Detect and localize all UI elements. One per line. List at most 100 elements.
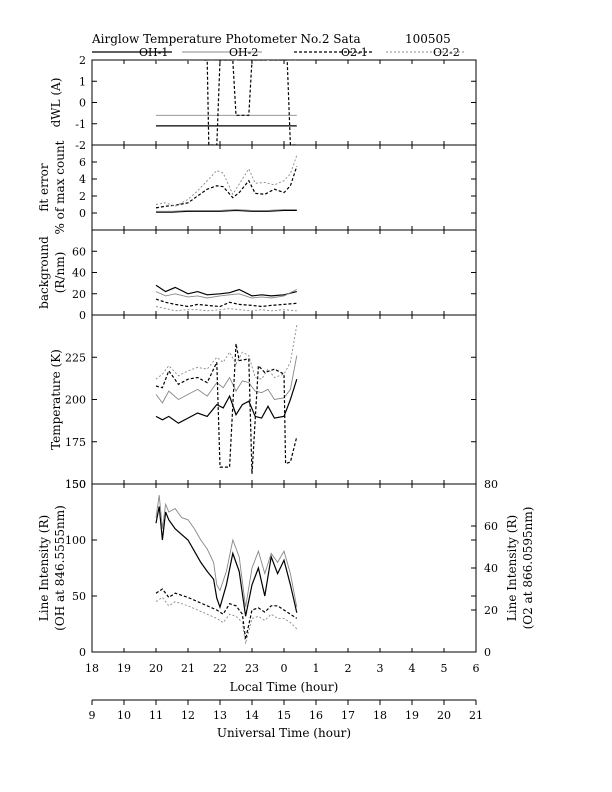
legend: OH-1 OH-2 O2-1 O2-2 — [92, 46, 466, 59]
series-line_intensity-o2-2 — [155, 596, 298, 644]
panel-frame — [91, 483, 477, 653]
ut-tick-label: 11 — [149, 709, 163, 722]
series-background-o2-2 — [155, 306, 297, 312]
local-time-tick: 3 — [377, 662, 384, 675]
y-tick-label: 0 — [79, 97, 86, 110]
y-right-axis-label-2: (O2 at 866.0595nm) — [521, 507, 535, 630]
y-axis-label-2: (OH at 846.5555nm) — [53, 505, 67, 631]
local-time-tick: 1 — [313, 662, 320, 675]
legend-label-oh-2: OH-2 — [229, 46, 258, 59]
local-time-tick: 23 — [245, 662, 259, 675]
y-axis-label: dWL (A) — [49, 78, 63, 128]
y-tick-label: 60 — [72, 245, 86, 258]
y-axis-label: background — [37, 236, 51, 309]
ut-tick-label: 15 — [277, 709, 291, 722]
series-fit_error-o2-1 — [155, 166, 298, 209]
series-fit_error-oh-1 — [156, 209, 297, 213]
ut-tick-label: 10 — [117, 709, 131, 722]
y-tick-label: 2 — [79, 190, 86, 203]
y-right-tick-label: 60 — [484, 520, 498, 533]
panel-background: 0 20 40 60 background (R/nm) — [37, 229, 477, 322]
y-right-axis-label: Line Intensity (R) — [505, 515, 519, 621]
series-background-oh-1 — [155, 284, 297, 297]
date-code: 100505 — [405, 32, 451, 46]
panel-dwl: -2 -1 0 1 2 dWL (A) — [49, 54, 477, 152]
legend-label-o2-2: O2-2 — [433, 46, 460, 59]
local-time-tick: 18 — [85, 662, 99, 675]
y-tick-label: 20 — [72, 288, 86, 301]
universal-time-label: Universal Time (hour) — [217, 726, 351, 740]
y-tick-label: 150 — [65, 478, 86, 491]
local-time-tick: 19 — [117, 662, 131, 675]
panel-frame — [91, 59, 477, 146]
series-line_intensity-o2-1 — [155, 588, 298, 640]
local-time-tick: 20 — [149, 662, 163, 675]
y-right-tick-label: 0 — [484, 646, 491, 659]
y-tick-label: -2 — [75, 139, 86, 152]
y-axis-label: Temperature (K) — [49, 349, 63, 450]
y-tick-label: 2 — [79, 54, 86, 67]
ut-tick-label: 13 — [213, 709, 227, 722]
ut-tick-label: 18 — [373, 709, 387, 722]
y-right-tick-label: 80 — [484, 478, 498, 491]
local-time-tick: 0 — [281, 662, 288, 675]
y-tick-label: 0 — [79, 309, 86, 322]
chart-title: Airglow Temperature Photometer No.2 Sata — [91, 32, 361, 46]
local-time-tick: 22 — [213, 662, 227, 675]
y-tick-label: 0 — [79, 207, 86, 220]
series-dwl-o2-1 — [204, 60, 297, 145]
local-time-tick: 4 — [409, 662, 416, 675]
ut-tick-label: 19 — [405, 709, 419, 722]
ut-tick-label: 14 — [245, 709, 259, 722]
ut-tick-label: 16 — [309, 709, 323, 722]
local-time-tick: 21 — [181, 662, 195, 675]
y-axis-label: Line Intensity (R) — [37, 515, 51, 621]
local-time-tick: 5 — [441, 662, 448, 675]
series-temperature-oh-1 — [155, 379, 298, 424]
y-tick-label: 100 — [65, 534, 86, 547]
local-time-tick: 2 — [345, 662, 352, 675]
y-tick-label: 40 — [72, 267, 86, 280]
ut-tick-label: 12 — [181, 709, 195, 722]
y-axis-label-2: (R/nm) — [53, 252, 67, 294]
local-time-label: Local Time (hour) — [230, 680, 339, 694]
legend-label-o2-1: O2-1 — [341, 46, 368, 59]
series-line_intensity-oh-1 — [155, 506, 298, 617]
ut-tick-label: 21 — [469, 709, 483, 722]
panel-frame — [91, 314, 477, 485]
series-fit_error-oh-2 — [156, 209, 297, 212]
y-right-tick-label: 20 — [484, 604, 498, 617]
series-fit_error-o2-2 — [155, 155, 298, 207]
series-background-oh-2 — [155, 289, 298, 299]
panel-frame — [91, 144, 477, 231]
y-tick-label: 150 — [65, 478, 86, 491]
panel-frame — [91, 229, 477, 316]
y-tick-label: 4 — [79, 173, 86, 186]
y-right-tick-label: 40 — [484, 562, 498, 575]
y-tick-label: -1 — [75, 118, 86, 131]
local-time-tick: 6 — [473, 662, 480, 675]
y-tick-label: 50 — [72, 590, 86, 603]
y-axis-label: fit error — [37, 163, 51, 211]
series-temperature-oh-2 — [155, 355, 298, 404]
y-tick-label: 6 — [79, 156, 86, 169]
series-line_intensity-oh-2 — [155, 495, 298, 608]
y-axis-label-2: % of max count — [53, 140, 67, 234]
y-tick-label: 200 — [65, 394, 86, 407]
y-tick-label: 225 — [65, 351, 86, 364]
legend-label-oh-1: OH-1 — [139, 46, 168, 59]
panel-fit_error: 0 2 4 6 fit error% of max count — [37, 140, 477, 235]
ut-tick-label: 9 — [89, 709, 96, 722]
series-background-o2-1 — [155, 298, 297, 308]
y-tick-label: 175 — [65, 436, 86, 449]
ut-tick-label: 17 — [341, 709, 355, 722]
series-temperature-o2-2 — [155, 325, 298, 380]
panels: -2 -1 0 1 2 dWL (A) 0 2 4 6 fit error% of max coun… — [37, 54, 535, 659]
y-tick-label: 0 — [79, 646, 86, 659]
series-temperature-o2-1 — [155, 343, 298, 474]
ut-tick-label: 20 — [437, 709, 451, 722]
